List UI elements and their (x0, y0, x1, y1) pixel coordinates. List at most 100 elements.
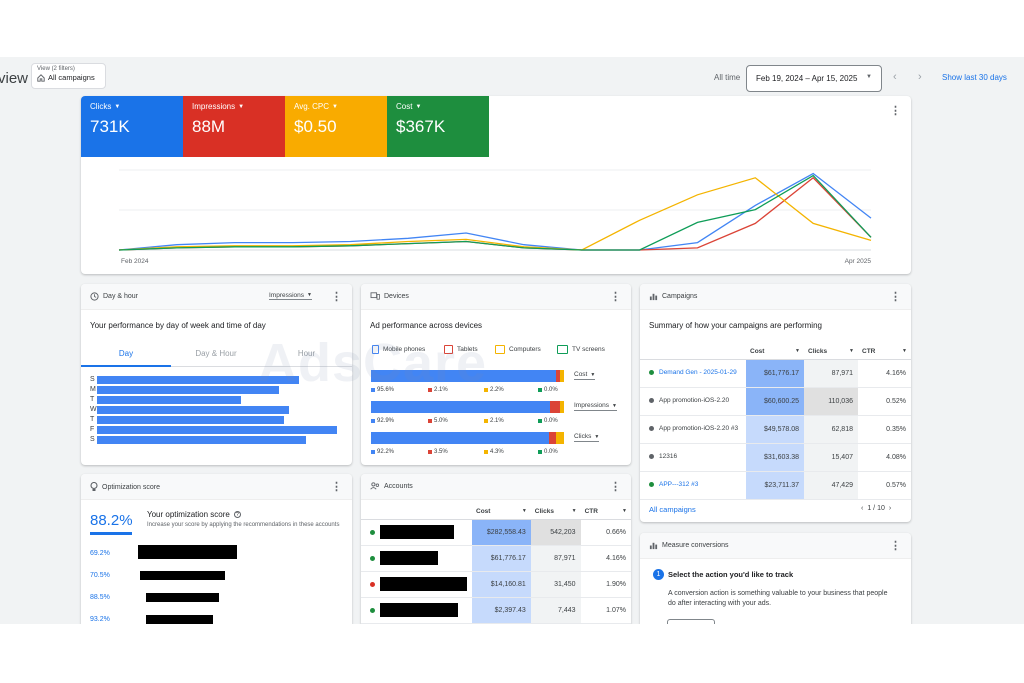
more-options-icon[interactable]: ⋮ (610, 481, 621, 493)
measure-conversions-card: Measure conversions ⋮ 1 Select the actio… (640, 533, 911, 624)
metric-value: $0.50 (294, 117, 337, 136)
day-bar[interactable] (97, 406, 289, 414)
day-bar[interactable] (97, 376, 299, 384)
metric-dropdown[interactable]: Impressions ▼ (269, 292, 312, 300)
table-row[interactable]: $2,397.43 7,443 1.07% (361, 597, 631, 624)
device-metric-dropdown[interactable]: Impressions ▼ (574, 402, 617, 411)
metric-value: 731K (90, 117, 130, 136)
more-options-icon[interactable]: ⋮ (610, 291, 621, 303)
tab-hour[interactable]: Hour (261, 349, 352, 367)
more-options-icon[interactable]: ⋮ (890, 540, 901, 552)
view-selector[interactable]: View (2 filters) All campaigns (31, 63, 106, 89)
table-header-row: Cost ▼ Clicks ▼ CTR ▼ (640, 345, 911, 360)
metric-tile-clicks[interactable]: Clicks ▼ 731K (81, 96, 183, 157)
tab-day[interactable]: Day (81, 349, 171, 367)
legend-label: Computers (509, 346, 541, 353)
campaign-name-cell: 12316 (640, 443, 746, 472)
day-bar[interactable] (97, 436, 306, 444)
next-period-icon[interactable]: › (918, 71, 922, 83)
table-row[interactable]: $282,558.43 542,203 0.66% (361, 519, 631, 546)
tab-day-hour[interactable]: Day & Hour (171, 349, 261, 367)
card-title: Optimization score (102, 483, 160, 491)
pagination: ‹ 1 / 10 › (861, 505, 891, 512)
status-dot-icon (649, 369, 654, 375)
device-metric-label: Impressions (574, 402, 610, 409)
more-options-icon[interactable]: ⋮ (890, 291, 901, 303)
more-options-icon[interactable]: ⋮ (331, 481, 342, 493)
percent-value: 2.1% (490, 418, 504, 424)
clicks-cell: 7,443 (530, 597, 581, 624)
devices-icon (370, 292, 380, 300)
legend-label: Mobile phones (383, 346, 426, 353)
caret-down-icon: ▼ (114, 103, 121, 110)
caret-down-icon: ▼ (521, 508, 527, 515)
card-header (640, 284, 911, 310)
help-icon[interactable]: ? (233, 511, 241, 518)
cost-column-header[interactable]: Cost ▼ (472, 505, 531, 520)
show-last-30-days-link[interactable]: Show last 30 days (942, 73, 1007, 82)
legend-dot (371, 388, 375, 392)
all-time-label: All time (714, 73, 741, 82)
bar-segment (550, 401, 560, 413)
metric-label: Clicks (90, 102, 112, 111)
score-progress-bar (90, 532, 132, 535)
all-campaigns-link[interactable]: All campaigns (649, 505, 696, 514)
chevron-left-icon[interactable]: ‹ (861, 505, 864, 512)
campaign-name-cell: Demand Gen - 2025-01-29 (640, 359, 746, 388)
metric-tile-cost[interactable]: Cost ▼ $367K (387, 96, 489, 157)
redacted-account-name (146, 615, 213, 624)
legend-dot (484, 388, 488, 392)
optimization-score-value: 88.2% (90, 512, 133, 529)
metric-value: 88M (192, 117, 226, 136)
device-metric-dropdown[interactable]: Cost ▼ (574, 371, 596, 380)
more-options-icon[interactable]: ⋮ (890, 105, 901, 117)
table-row[interactable]: APP---312 #3 $23,711.37 47,429 0.57% (640, 471, 911, 500)
caret-down-icon: ▼ (238, 103, 245, 110)
day-label: T (90, 396, 95, 403)
day-bar[interactable] (97, 386, 280, 394)
device-stacked-bar[interactable] (371, 370, 564, 382)
ctr-cell: 0.66% (580, 519, 631, 546)
day-bar[interactable] (97, 426, 337, 434)
previous-period-icon[interactable]: ‹ (893, 71, 897, 83)
device-percent: 92.9% (371, 418, 394, 424)
day-bar[interactable] (97, 416, 285, 424)
metric-tile-avg-cpc[interactable]: Avg. CPC ▼ $0.50 (285, 96, 387, 157)
campaign-name[interactable]: Demand Gen - 2025-01-29 (659, 369, 737, 376)
caret-down-icon: ▼ (590, 371, 596, 378)
clicks-column-header[interactable]: Clicks ▼ (530, 505, 581, 520)
cost-cell: $49,578.08 (746, 415, 804, 444)
clicks-cell: 31,450 (530, 571, 581, 598)
card-header (361, 284, 631, 310)
select-action-button[interactable] (667, 619, 715, 624)
table-row[interactable]: App promotion-iOS-2.20 $60,600.25 110,036 0… (640, 387, 911, 416)
date-range-picker[interactable]: Feb 19, 2024 – Apr 15, 2025 ▼ (746, 65, 882, 92)
clicks-column-header[interactable]: Clicks ▼ (804, 345, 858, 360)
x-axis-start-label: Feb 2024 (121, 258, 149, 265)
cost-column-header[interactable]: Cost ▼ (746, 345, 804, 360)
device-stacked-bar[interactable] (371, 432, 564, 444)
table-row[interactable]: 12316 $31,603.38 15,407 4.08% (640, 443, 911, 472)
table-row[interactable]: Demand Gen - 2025-01-29 $61,776.17 87,971 4… (640, 359, 911, 388)
table-row[interactable]: App promotion-iOS-2.20 #3 $49,578.08 62,81… (640, 415, 911, 444)
cost-cell: $14,160.81 (472, 571, 531, 598)
ctr-cell: 1.90% (580, 571, 631, 598)
chevron-right-icon[interactable]: › (888, 505, 892, 512)
day-bar[interactable] (97, 396, 241, 404)
view-value: All campaigns (48, 73, 95, 82)
ctr-column-header[interactable]: CTR ▼ (580, 505, 631, 520)
table-row[interactable]: $14,160.81 31,450 1.90% (361, 571, 631, 598)
ctr-column-header[interactable]: CTR ▼ (858, 345, 911, 360)
legend-dot (538, 419, 542, 423)
device-metric-label: Cost (574, 371, 588, 378)
cost-cell: $282,558.43 (472, 519, 531, 546)
more-options-icon[interactable]: ⋮ (331, 291, 342, 303)
caret-down-icon: ▼ (902, 348, 907, 355)
status-dot-icon (649, 481, 654, 487)
bar-segment (371, 401, 551, 413)
campaign-name[interactable]: APP---312 #3 (659, 481, 699, 488)
metric-tile-impressions[interactable]: Impressions ▼ 88M (183, 96, 285, 157)
device-stacked-bar[interactable] (371, 401, 564, 413)
table-row[interactable]: $61,776.17 87,971 4.16% (361, 545, 631, 572)
device-metric-dropdown[interactable]: Clicks ▼ (574, 433, 600, 442)
